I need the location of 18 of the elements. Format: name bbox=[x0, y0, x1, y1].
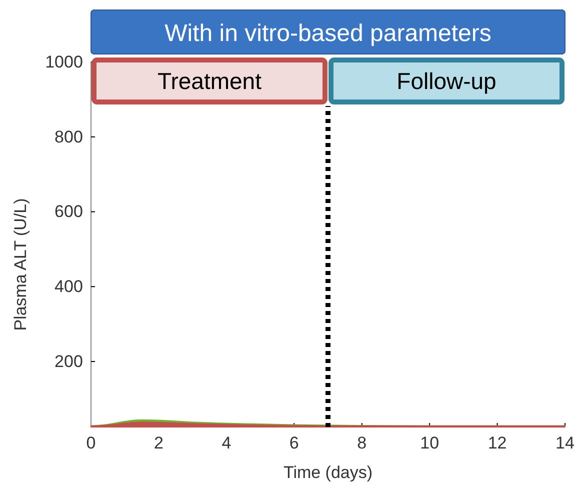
x-tick-label: 10 bbox=[420, 434, 440, 453]
y-tick-label: 800 bbox=[54, 127, 83, 146]
x-tick-label: 2 bbox=[154, 434, 164, 453]
y-tick-label: 200 bbox=[54, 352, 83, 371]
x-tick-label: 8 bbox=[357, 434, 367, 453]
y-tick-label: 400 bbox=[54, 277, 83, 296]
x-tick-label: 4 bbox=[222, 434, 232, 453]
annotation: Treatment bbox=[158, 68, 262, 94]
annotation: Follow-up bbox=[396, 68, 496, 94]
y-tick-label: 1000 bbox=[45, 52, 83, 72]
y-tick-label: 600 bbox=[54, 202, 83, 222]
x-tick-label: 12 bbox=[488, 434, 507, 453]
y-axis-title: Plasma ALT (U/L) bbox=[11, 198, 30, 331]
x-axis-title: Time (days) bbox=[283, 463, 373, 482]
chart-title: With in vitro-based parameters bbox=[164, 20, 492, 47]
x-tick-label: 6 bbox=[289, 434, 299, 453]
x-tick-label: 0 bbox=[86, 434, 96, 453]
x-tick-label: 14 bbox=[556, 434, 574, 453]
